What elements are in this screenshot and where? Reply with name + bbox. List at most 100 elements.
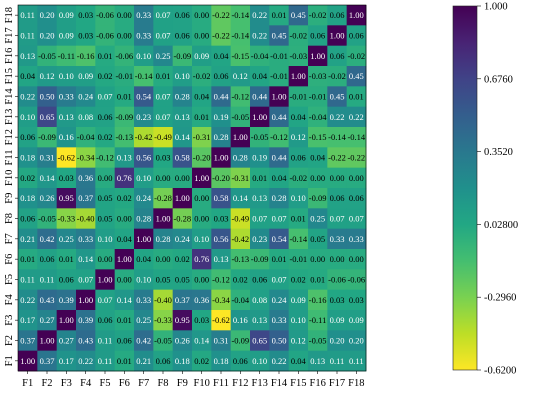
heatmap-cell: [327, 289, 348, 311]
heatmap-cell: [230, 147, 251, 169]
heatmap-cell: [76, 350, 96, 372]
cell-value-label: 0.06: [330, 193, 345, 203]
heatmap-cell: [288, 5, 309, 26]
cell-value-label: 0.10: [20, 112, 35, 122]
heatmap-cell: [327, 86, 348, 108]
heatmap-cell: [269, 106, 290, 128]
cell-value-label: -0.02: [347, 51, 365, 61]
heatmap-cell: [308, 350, 328, 372]
x-tick-label: F8: [157, 378, 168, 389]
cell-value-label: 0.42: [40, 234, 55, 244]
cell-value-label: 1.00: [117, 254, 132, 264]
cell-value-label: 0.28: [233, 153, 248, 163]
heatmap-cell: [269, 310, 290, 331]
heatmap-cell: [153, 269, 174, 291]
cell-value-label: 0.13: [20, 51, 35, 61]
heatmap-cell: [192, 66, 212, 87]
heatmap-cell: [56, 167, 77, 189]
cell-value-label: 0.06: [40, 254, 55, 264]
heatmap-cell: [95, 25, 116, 47]
cell-value-label: 0.06: [59, 275, 74, 285]
cell-value-label: 0.03: [59, 173, 74, 183]
cell-value-label: -0.11: [309, 315, 326, 325]
heatmap-cell: [37, 66, 58, 87]
heatmap-cell: [114, 167, 135, 189]
cell-value-label: 0.03: [194, 315, 209, 325]
cell-value-label: 0.07: [349, 214, 364, 224]
heatmap-cell: [153, 167, 174, 189]
heatmap-cell: [192, 5, 212, 26]
heatmap-cell: [153, 350, 174, 372]
cell-value-label: 0.03: [330, 295, 345, 305]
cell-value-label: 0.23: [136, 112, 151, 122]
y-tick-label: F11: [4, 150, 15, 166]
heatmap-cell: [76, 25, 96, 47]
heatmap-cell: [76, 5, 96, 26]
cell-value-label: 0.39: [59, 295, 74, 305]
heatmap-cell: [288, 330, 309, 352]
heatmap-cell: [153, 228, 174, 250]
cell-value-label: 0.06: [214, 71, 229, 81]
cell-value-label: 0.33: [272, 315, 287, 325]
heatmap-cell: [192, 249, 212, 270]
x-tick-label: F5: [99, 378, 110, 389]
cell-value-label: -0.22: [328, 153, 346, 163]
heatmap-cell: [172, 167, 193, 189]
cell-value-label: 0.00: [310, 254, 325, 264]
heatmap-cell: [114, 66, 135, 87]
cell-value-label: -0.05: [154, 336, 172, 346]
cell-value-label: 1.00: [233, 132, 248, 142]
cell-value-label: -0.06: [328, 275, 346, 285]
heatmap-cell: [250, 350, 270, 372]
cell-value-label: 0.02: [117, 193, 132, 203]
heatmap-cell: [172, 269, 193, 291]
cell-value-label: 0.65: [40, 112, 55, 122]
heatmap-cell: [269, 228, 290, 250]
heatmap-cell: [346, 106, 367, 128]
cell-value-label: -0.15: [309, 132, 327, 142]
heatmap-cell: [211, 330, 232, 352]
heatmap-cell: [172, 208, 193, 230]
cell-value-label: 0.02: [175, 254, 190, 264]
heatmap-cell: [269, 86, 290, 108]
heatmap-cell: [230, 5, 251, 26]
heatmap-cell: [327, 269, 348, 291]
heatmap-cell: [211, 147, 232, 169]
heatmap-cell: [56, 310, 77, 331]
cell-value-label: -0.04: [251, 51, 269, 61]
cell-value-label: 0.06: [310, 31, 325, 41]
cell-value-label: 0.07: [156, 31, 171, 41]
heatmap-cell: [327, 167, 348, 189]
heatmap-cell: [269, 289, 290, 311]
heatmap-cell: [95, 45, 116, 67]
cell-value-label: -0.01: [289, 254, 307, 264]
cell-value-label: 1.00: [214, 153, 229, 163]
cell-value-label: 0.06: [175, 10, 190, 20]
heatmap-cell: [192, 350, 212, 372]
heatmap-cell: [134, 330, 154, 352]
y-tick-label: F5: [4, 274, 15, 285]
cell-value-label: 0.00: [156, 254, 171, 264]
heatmap-cell: [172, 330, 193, 352]
heatmap-cell: [95, 249, 116, 270]
cell-value-label: 0.45: [291, 10, 306, 20]
heatmap-cell: [76, 269, 96, 291]
heatmap-cell: [134, 228, 154, 250]
heatmap-cell: [269, 208, 290, 230]
cell-value-label: 1.00: [59, 315, 74, 325]
cell-value-label: -0.13: [231, 254, 249, 264]
cell-value-label: 0.06: [117, 336, 132, 346]
heatmap-cell: [134, 147, 154, 169]
colorbar-tick-label: 1.000: [484, 2, 508, 13]
heatmap-cell: [18, 269, 38, 291]
heatmap-cell: [95, 310, 116, 331]
cell-value-label: 0.00: [156, 173, 171, 183]
heatmap-cell: [230, 106, 251, 128]
cell-value-label: 0.45: [330, 92, 345, 102]
heatmap-cell: [153, 330, 174, 352]
cell-value-label: -0.06: [96, 31, 114, 41]
heatmap-cell: [95, 86, 116, 108]
heatmap-cell: [327, 310, 348, 331]
heatmap-cell: [95, 330, 116, 352]
cell-value-label: 0.31: [214, 336, 229, 346]
